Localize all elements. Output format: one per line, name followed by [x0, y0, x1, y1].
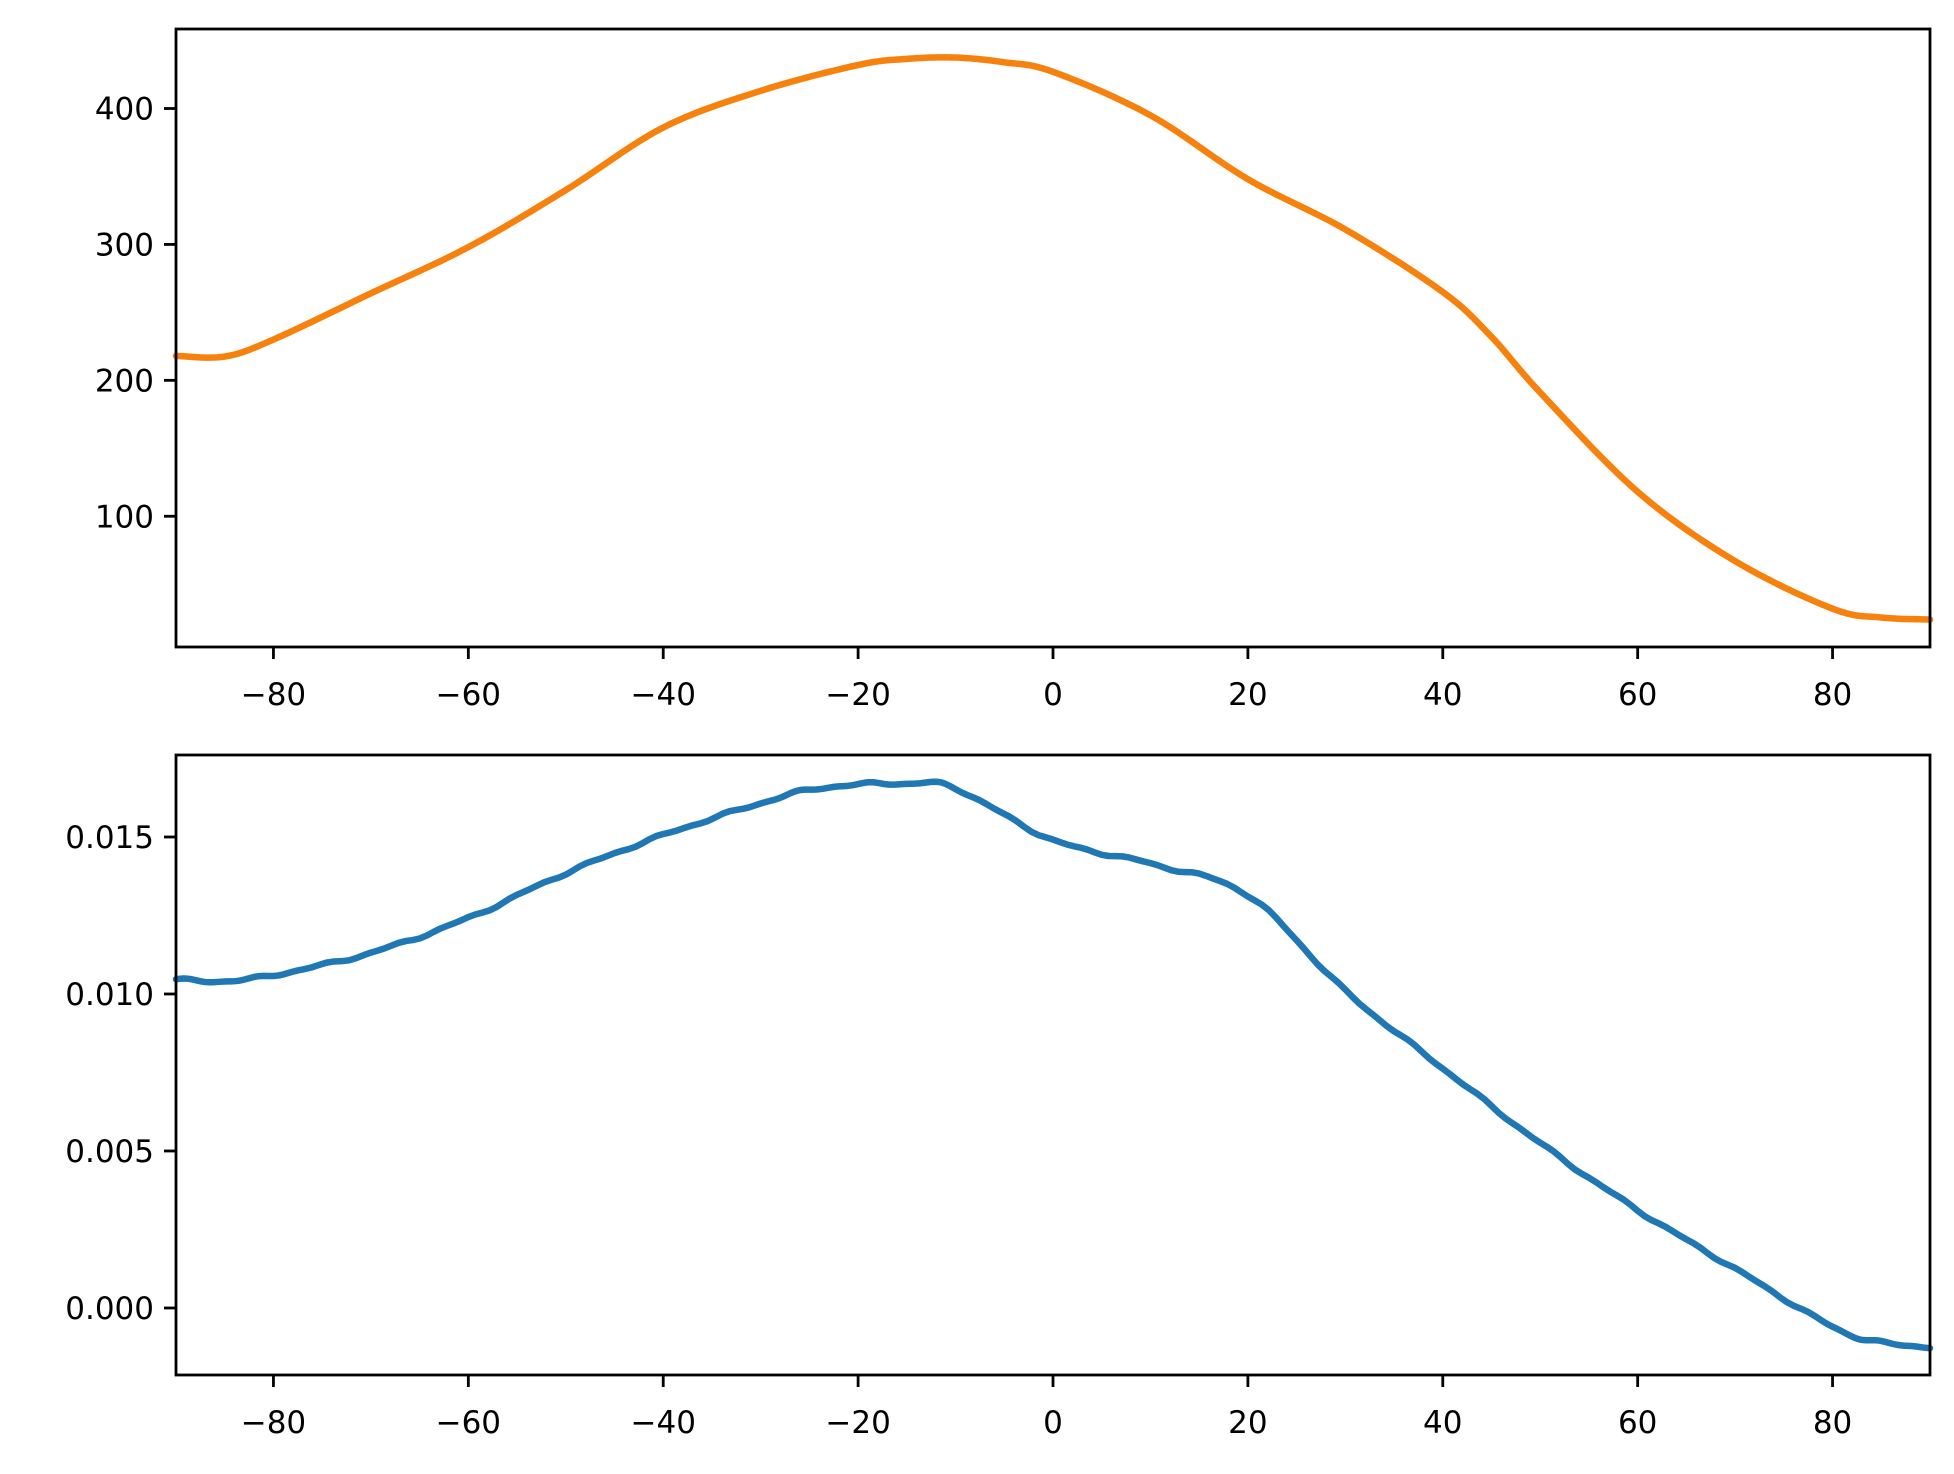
bottom-axes: −80 −60 −40 −20 0 20 40 60 80 0.000 0.005 0.010 0.01… — [65, 753, 1934, 1441]
x-tick-label: −80 — [241, 677, 306, 713]
x-tick-label: 40 — [1423, 677, 1462, 713]
y-tick-label: 100 — [95, 499, 154, 535]
axes-spines — [174, 753, 1932, 1377]
y-tick-label: 0.000 — [65, 1291, 154, 1327]
x-tick-label: −40 — [631, 677, 696, 713]
y-tick-label: 200 — [95, 363, 154, 399]
x-tick-label: −40 — [631, 1405, 696, 1441]
x-tick-label: 80 — [1813, 1405, 1852, 1441]
x-tick-label: −80 — [241, 1405, 306, 1441]
y-tick-label: 0.010 — [65, 977, 154, 1013]
x-tick-label: −20 — [825, 677, 890, 713]
x-tick-label: −60 — [436, 677, 501, 713]
y-tick-label: 0.005 — [65, 1134, 154, 1170]
x-tick-label: 80 — [1813, 677, 1852, 713]
x-tick-label: 20 — [1228, 677, 1267, 713]
top-axes: −80 −60 −40 −20 0 20 40 60 80 100 200 300 400 — [95, 27, 1934, 713]
x-tick-label: 20 — [1228, 1405, 1267, 1441]
x-tick-label: 60 — [1618, 677, 1657, 713]
axes-spines — [174, 27, 1932, 649]
x-tick-label: 0 — [1043, 677, 1063, 713]
x-tick-label: −60 — [436, 1405, 501, 1441]
y-tick-label: 300 — [95, 227, 154, 263]
x-tick-label: 40 — [1423, 1405, 1462, 1441]
x-tick-label: 0 — [1043, 1405, 1063, 1441]
blue-curve — [172, 778, 1934, 1352]
y-tick-label: 0.015 — [65, 820, 154, 856]
orange-curve — [172, 54, 1934, 623]
x-tick-label: 60 — [1618, 1405, 1657, 1441]
y-tick-label: 400 — [95, 92, 154, 128]
x-tick-label: −20 — [825, 1405, 890, 1441]
